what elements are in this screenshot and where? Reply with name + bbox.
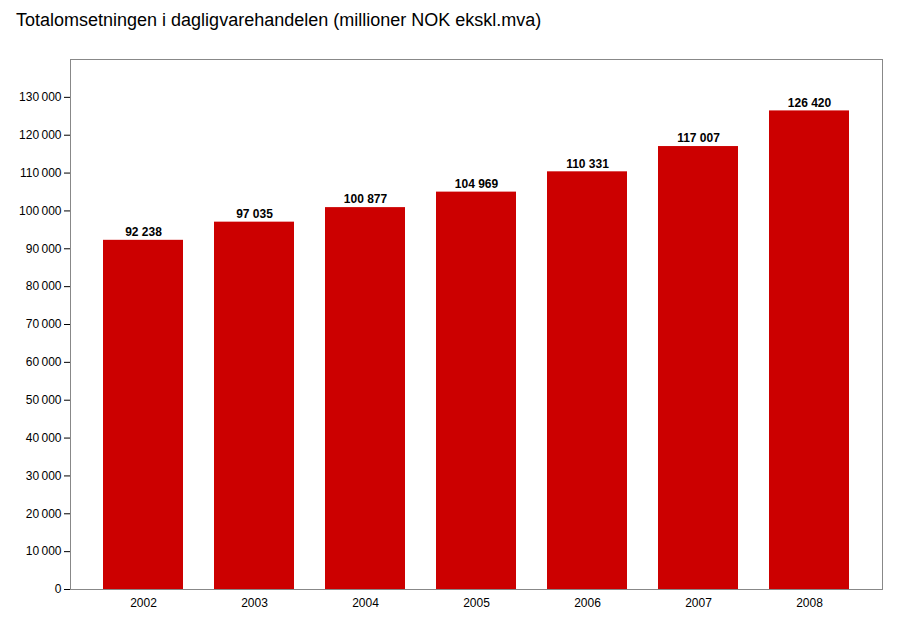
svg-text:10 000: 10 000 <box>26 544 62 558</box>
svg-text:104 969: 104 969 <box>455 177 499 191</box>
svg-text:97 035: 97 035 <box>236 207 273 221</box>
svg-text:0: 0 <box>55 582 62 596</box>
svg-text:30 000: 30 000 <box>26 469 62 483</box>
html-text:Totalomsetningen i dagligvareh: Totalomsetningen i dagligvarehandelen (m… <box>16 10 542 30</box>
svg-text:2008: 2008 <box>796 596 823 610</box>
svg-text:2002: 2002 <box>130 596 157 610</box>
svg-text:130 000: 130 000 <box>19 90 62 104</box>
svg-text:117 007: 117 007 <box>677 131 720 145</box>
svg-text:126 420: 126 420 <box>788 96 832 110</box>
svg-text:92 238: 92 238 <box>125 225 162 239</box>
svg-text:2005: 2005 <box>463 596 490 610</box>
svg-text:50 000: 50 000 <box>26 393 62 407</box>
svg-text:120 000: 120 000 <box>19 128 62 142</box>
svg-text:70 000: 70 000 <box>26 317 62 331</box>
svg-text:110 331: 110 331 <box>566 157 609 171</box>
svg-text:40 000: 40 000 <box>26 431 62 445</box>
svg-text:90 000: 90 000 <box>26 242 62 256</box>
svg-text:60 000: 60 000 <box>26 355 62 369</box>
svg-text:20 000: 20 000 <box>26 507 62 521</box>
svg-text:100 877: 100 877 <box>344 192 388 206</box>
svg-text:100 000: 100 000 <box>19 204 62 218</box>
svg-text:110 000: 110 000 <box>20 166 62 180</box>
svg-text:80 000: 80 000 <box>26 279 62 293</box>
svg-text:2003: 2003 <box>241 596 268 610</box>
svg-text:2004: 2004 <box>352 596 379 610</box>
svg-text:2006: 2006 <box>574 596 601 610</box>
svg-text:2007: 2007 <box>685 596 712 610</box>
